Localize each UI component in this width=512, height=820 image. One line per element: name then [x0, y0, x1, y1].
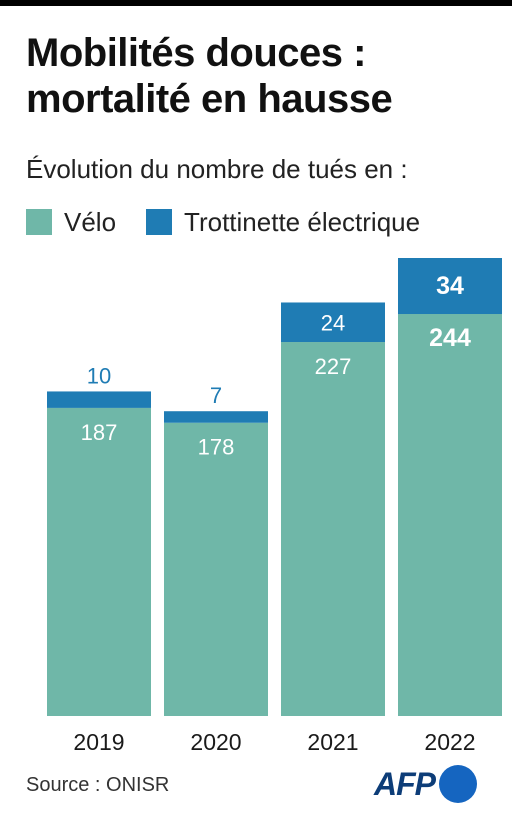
bar-velo-2020	[164, 422, 268, 716]
bar-trottinette-2020	[164, 411, 268, 423]
bar-velo-2022	[398, 314, 502, 716]
afp-logo-dot-icon	[439, 765, 477, 803]
bar-trottinette-2019	[47, 391, 151, 408]
top-rule	[0, 0, 512, 6]
legend-swatch-velo	[26, 209, 52, 235]
value-label-trottinette-2022: 34	[436, 272, 464, 300]
source-note: Source : ONISR	[26, 774, 170, 796]
afp-logo-text: AFP	[374, 765, 436, 802]
bar-velo-2019	[47, 407, 151, 716]
bar-chart: 187 10 2019 178 7 2020 227 24 2021 244 34 2022	[47, 258, 502, 755]
afp-logo: AFP	[374, 764, 477, 804]
value-label-velo-2022: 244	[429, 324, 471, 352]
chart-title: Mobilités douces : mortalité en hausse	[26, 31, 393, 121]
x-tick-label-2021: 2021	[307, 729, 358, 755]
value-label-trottinette-2020: 7	[210, 383, 222, 408]
chart-subtitle: Évolution du nombre de tués en :	[26, 154, 408, 184]
legend: Vélo Trottinette électrique	[26, 204, 450, 240]
bar-trottinette-2021	[281, 302, 385, 343]
legend-item-velo: Vélo	[26, 207, 116, 238]
value-label-velo-2019: 187	[81, 420, 118, 445]
legend-label-trottinette: Trottinette électrique	[184, 206, 421, 237]
bar-velo-2021	[281, 342, 385, 716]
legend-swatch-trottinette	[146, 209, 173, 235]
value-label-velo-2021: 227	[315, 354, 352, 379]
value-label-trottinette-2021: 24	[321, 310, 345, 335]
value-label-trottinette-2019: 10	[87, 363, 111, 388]
x-tick-label-2022: 2022	[424, 729, 475, 755]
legend-item-trottinette: Trottinette électrique	[146, 207, 420, 238]
x-tick-label-2019: 2019	[73, 729, 124, 755]
value-label-velo-2020: 178	[198, 435, 235, 460]
legend-label-velo: Vélo	[64, 206, 117, 237]
bar-trottinette-2022	[398, 258, 502, 315]
x-tick-label-2020: 2020	[190, 729, 241, 755]
